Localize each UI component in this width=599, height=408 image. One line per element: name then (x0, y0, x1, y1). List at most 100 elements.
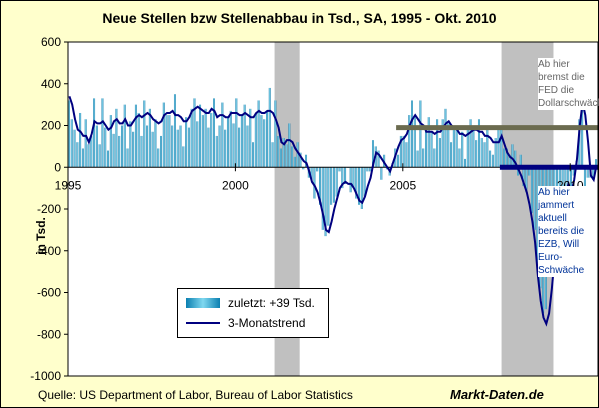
bar-112 (380, 167, 383, 180)
bar-168 (536, 167, 539, 264)
bar-48 (201, 115, 204, 168)
bar-120 (402, 135, 405, 168)
bar-89 (316, 167, 319, 172)
bar-31 (154, 119, 157, 168)
bar-101 (349, 167, 352, 193)
bar-5 (81, 148, 84, 168)
bar-161 (517, 167, 519, 176)
bar-93 (327, 167, 330, 226)
bar-16 (112, 133, 115, 168)
bar-154 (497, 129, 500, 168)
chart-title: Neue Stellen bzw Stellenabbau in Tsd., S… (102, 10, 497, 26)
bar-150 (486, 125, 489, 168)
brand-label: Markt-Daten.de (450, 387, 544, 402)
legend-item-bars: zuletzt: +39 Tsd. (186, 295, 315, 311)
bar-6 (84, 119, 87, 168)
bar-25 (137, 112, 140, 168)
bar-123 (411, 100, 413, 168)
legend: zuletzt: +39 Tsd. 3-Monatstrend (177, 288, 329, 338)
bar-15 (109, 115, 112, 168)
bar-72 (268, 87, 271, 168)
bar-41 (182, 146, 185, 168)
bar-136 (447, 123, 450, 168)
trend-line (68, 95, 598, 327)
bar-54 (218, 125, 221, 168)
bar-66 (252, 142, 255, 168)
bar-146 (475, 140, 478, 168)
bar-129 (427, 117, 430, 168)
bar-24 (134, 104, 137, 168)
bar-189 (595, 159, 598, 168)
bar-131 (433, 148, 436, 168)
bar-45 (193, 98, 196, 168)
bar-17 (115, 108, 118, 168)
y-tick-label-2: 200 (41, 119, 61, 133)
bar-65 (249, 108, 252, 168)
bar-184 (581, 77, 584, 168)
bar-142 (464, 158, 466, 168)
bar-34 (162, 102, 165, 168)
bar-14 (107, 150, 109, 168)
x-tick-label-1: 2000 (222, 178, 249, 192)
bar-160 (514, 150, 517, 168)
legend-item-trend: 3-Monatstrend (186, 315, 305, 331)
bar-57 (226, 117, 229, 168)
y-tick-label-1: 400 (41, 77, 61, 91)
bar-20 (123, 104, 126, 168)
bar-7 (87, 144, 90, 168)
bar-27 (143, 100, 146, 168)
bar-73 (271, 142, 274, 168)
bar-92 (324, 167, 327, 237)
bar-26 (140, 135, 143, 168)
legend-label-bars: zuletzt: +39 Tsd. (228, 296, 315, 310)
bar-140 (458, 148, 461, 168)
bar-148 (480, 138, 483, 168)
bar-74 (274, 100, 277, 168)
bar-46 (196, 121, 199, 168)
bar-37 (171, 125, 174, 168)
bar-130 (430, 131, 433, 168)
bar-96 (335, 167, 338, 197)
bar-153 (494, 138, 497, 168)
bar-18 (118, 135, 121, 168)
y-tick-label-8: -1000 (30, 369, 61, 383)
bar-104 (358, 167, 361, 205)
bar-128 (424, 125, 427, 168)
bar-126 (419, 100, 422, 168)
bar-19 (120, 125, 123, 168)
bar-49 (204, 108, 207, 168)
bar-0 (68, 100, 70, 168)
bar-135 (444, 108, 447, 168)
bar-106 (363, 167, 366, 197)
bar-141 (461, 131, 464, 168)
bar-35 (165, 115, 168, 168)
legend-label-trend: 3-Monatstrend (228, 316, 306, 330)
bar-53 (215, 135, 218, 168)
bar-159 (511, 144, 514, 168)
bar-121 (405, 142, 408, 168)
bar-81 (293, 156, 296, 168)
bar-69 (260, 115, 263, 168)
bar-56 (224, 129, 227, 168)
bar-107 (366, 167, 369, 172)
bar-70 (263, 119, 266, 168)
bar-83 (299, 152, 302, 168)
bar-61 (238, 127, 241, 168)
bar-97 (338, 167, 341, 172)
bar-144 (469, 119, 472, 168)
bar-62 (240, 115, 243, 168)
bar-186 (586, 167, 589, 178)
bar-138 (452, 127, 455, 168)
bar-28 (146, 125, 149, 168)
bar-64 (246, 125, 249, 168)
bar-33 (160, 135, 162, 168)
bar-11 (98, 144, 101, 168)
bar-8 (90, 135, 93, 168)
bar-134 (441, 119, 444, 168)
bar-133 (438, 138, 441, 168)
bar-95 (332, 167, 335, 203)
y-tick-label-0: 600 (41, 35, 61, 49)
annotation-ezb: Ab hier jammert aktuell bereits die EZB,… (538, 186, 594, 277)
bar-94 (330, 167, 333, 205)
bar-156 (503, 148, 506, 168)
